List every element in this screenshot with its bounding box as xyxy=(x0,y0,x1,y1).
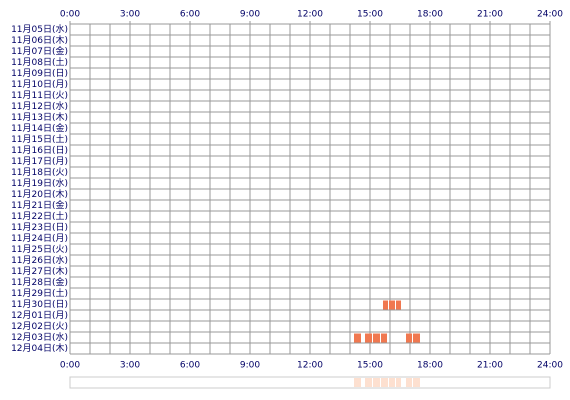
x-tick-label: 24:00 xyxy=(537,361,563,371)
interval xyxy=(354,333,361,343)
row-label: 11月11日(火) xyxy=(11,90,68,101)
x-tick-label: 9:00 xyxy=(240,361,260,371)
row-label: 11月18日(火) xyxy=(11,167,68,178)
interval xyxy=(373,333,380,343)
row-label: 11月22日(土) xyxy=(11,210,68,222)
row-label: 11月17日(月) xyxy=(11,156,68,167)
x-tick-label: 21:00 xyxy=(477,10,503,20)
summary-interval xyxy=(354,378,361,387)
interval xyxy=(383,300,388,310)
row-label: 12月01日(月) xyxy=(11,310,68,321)
x-tick-label: 15:00 xyxy=(357,361,383,371)
interval xyxy=(413,333,420,343)
row-label: 11月23日(日) xyxy=(11,222,68,233)
x-tick-label: 3:00 xyxy=(120,361,140,371)
row-label: 11月29日(土) xyxy=(11,287,68,299)
x-tick-label: 12:00 xyxy=(297,361,323,371)
row-label: 11月30日(日) xyxy=(11,299,68,310)
x-tick-label: 15:00 xyxy=(357,10,383,20)
x-tick-label: 21:00 xyxy=(477,361,503,371)
summary-interval xyxy=(365,378,372,387)
row-label: 11月12日(水) xyxy=(11,100,68,112)
x-tick-label: 3:00 xyxy=(120,10,140,20)
row-label: 11月21日(金) xyxy=(11,199,68,211)
x-tick-label: 6:00 xyxy=(180,361,200,371)
row-label: 11月26日(水) xyxy=(11,254,68,266)
row-label: 11月06日(木) xyxy=(11,34,68,46)
row-label: 11月19日(水) xyxy=(11,177,68,189)
row-label: 12月03日(水) xyxy=(11,331,68,343)
summary-interval xyxy=(373,378,380,387)
row-label: 11月25日(火) xyxy=(11,244,68,255)
summary-interval xyxy=(406,378,412,387)
row-label: 11月24日(月) xyxy=(11,233,68,244)
summary-interval xyxy=(396,378,401,387)
interval xyxy=(406,333,412,343)
summary-frame xyxy=(69,376,551,389)
x-tick-label: 0:00 xyxy=(60,361,80,371)
interval xyxy=(396,300,401,310)
row-label: 11月13日(木) xyxy=(11,111,68,123)
row-label: 11月16日(日) xyxy=(11,145,68,156)
row-label: 12月02日(火) xyxy=(11,321,68,332)
row-label: 11月08日(土) xyxy=(11,56,68,68)
interval xyxy=(389,300,395,310)
x-tick-label: 12:00 xyxy=(297,10,323,20)
x-tick-label: 0:00 xyxy=(60,10,80,20)
x-tick-label: 18:00 xyxy=(417,10,443,20)
interval xyxy=(365,333,372,343)
x-tick-label: 9:00 xyxy=(240,10,260,20)
interval xyxy=(381,333,387,343)
summary-interval xyxy=(413,378,420,387)
row-label: 11月07日(金) xyxy=(11,45,68,57)
summary-interval xyxy=(389,378,395,387)
x-tick-label: 18:00 xyxy=(417,361,443,371)
row-label: 11月27日(木) xyxy=(11,265,68,277)
row-label: 11月05日(水) xyxy=(11,23,68,35)
summary-interval xyxy=(381,378,387,387)
row-label: 11月15日(土) xyxy=(11,133,68,145)
row-label: 11月10日(月) xyxy=(11,79,68,90)
row-label: 11月14日(金) xyxy=(11,122,68,134)
row-label: 11月28日(金) xyxy=(11,276,68,288)
row-label: 11月09日(日) xyxy=(11,68,68,79)
row-label: 11月20日(木) xyxy=(11,188,68,200)
x-tick-label: 24:00 xyxy=(537,10,563,20)
x-tick-label: 6:00 xyxy=(180,10,200,20)
row-label: 12月04日(木) xyxy=(11,342,68,354)
